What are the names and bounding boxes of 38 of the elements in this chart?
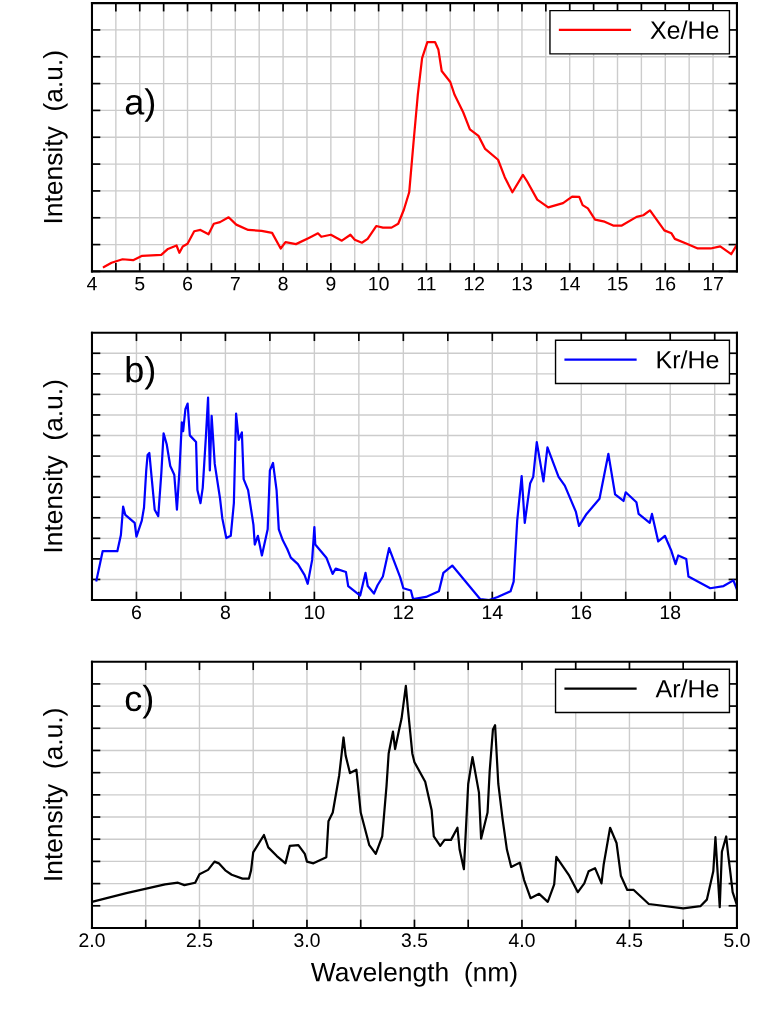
x-tick-label: 10	[369, 276, 389, 291]
legend-label: Kr/He	[657, 350, 719, 369]
x-tick-label: 17	[703, 276, 723, 291]
x-tick-label: 4.5	[616, 933, 643, 948]
x-tick-label: 4.0	[508, 933, 535, 948]
x-tick-label: 3.5	[401, 933, 428, 948]
x-tick-label: 9	[326, 276, 336, 291]
legend-label: Xe/He	[650, 20, 719, 39]
y-axis-title: Intensity (a.u.)	[43, 709, 68, 880]
x-tick-label: 12	[464, 276, 485, 291]
annotation: c)	[125, 684, 153, 719]
x-tick-label: 12	[394, 605, 414, 619]
x-tick-label: 8	[278, 276, 288, 291]
x-tick-label: 13	[512, 276, 532, 291]
x-tick-label: 5.0	[724, 933, 750, 948]
annotation: a)	[125, 88, 155, 122]
x-tick-label: 14	[560, 276, 580, 291]
x-tick-label: 18	[660, 605, 681, 620]
x-tick-label: 6	[132, 605, 142, 620]
text: b)	[126, 355, 155, 390]
x-tick-label: 10	[305, 605, 325, 620]
x-tick-label: 4	[87, 276, 97, 291]
y-axis-title: Intensity (a.u.)	[43, 51, 68, 223]
legend-label: Ar/He	[655, 679, 719, 698]
x-tick-label: 11	[417, 276, 436, 291]
x-tick-label: 6	[183, 276, 193, 291]
x-tick-label: 2.0	[79, 933, 105, 948]
x-tick-label: 3.0	[294, 933, 320, 948]
x-tick-label: 14	[482, 605, 503, 619]
x-axis-title: Wavelength (nm)	[310, 962, 517, 987]
x-tick-label: 2.5	[186, 933, 213, 948]
x-tick-label: 16	[571, 605, 592, 620]
x-tick-label: 8	[220, 605, 230, 620]
x-tick-label: 5	[135, 276, 145, 291]
y-axis-title: Intensity (a.u.)	[43, 380, 68, 552]
x-tick-label: 7	[230, 276, 240, 291]
x-tick-label: 16	[655, 276, 676, 291]
x-tick-label: 15	[608, 276, 628, 291]
